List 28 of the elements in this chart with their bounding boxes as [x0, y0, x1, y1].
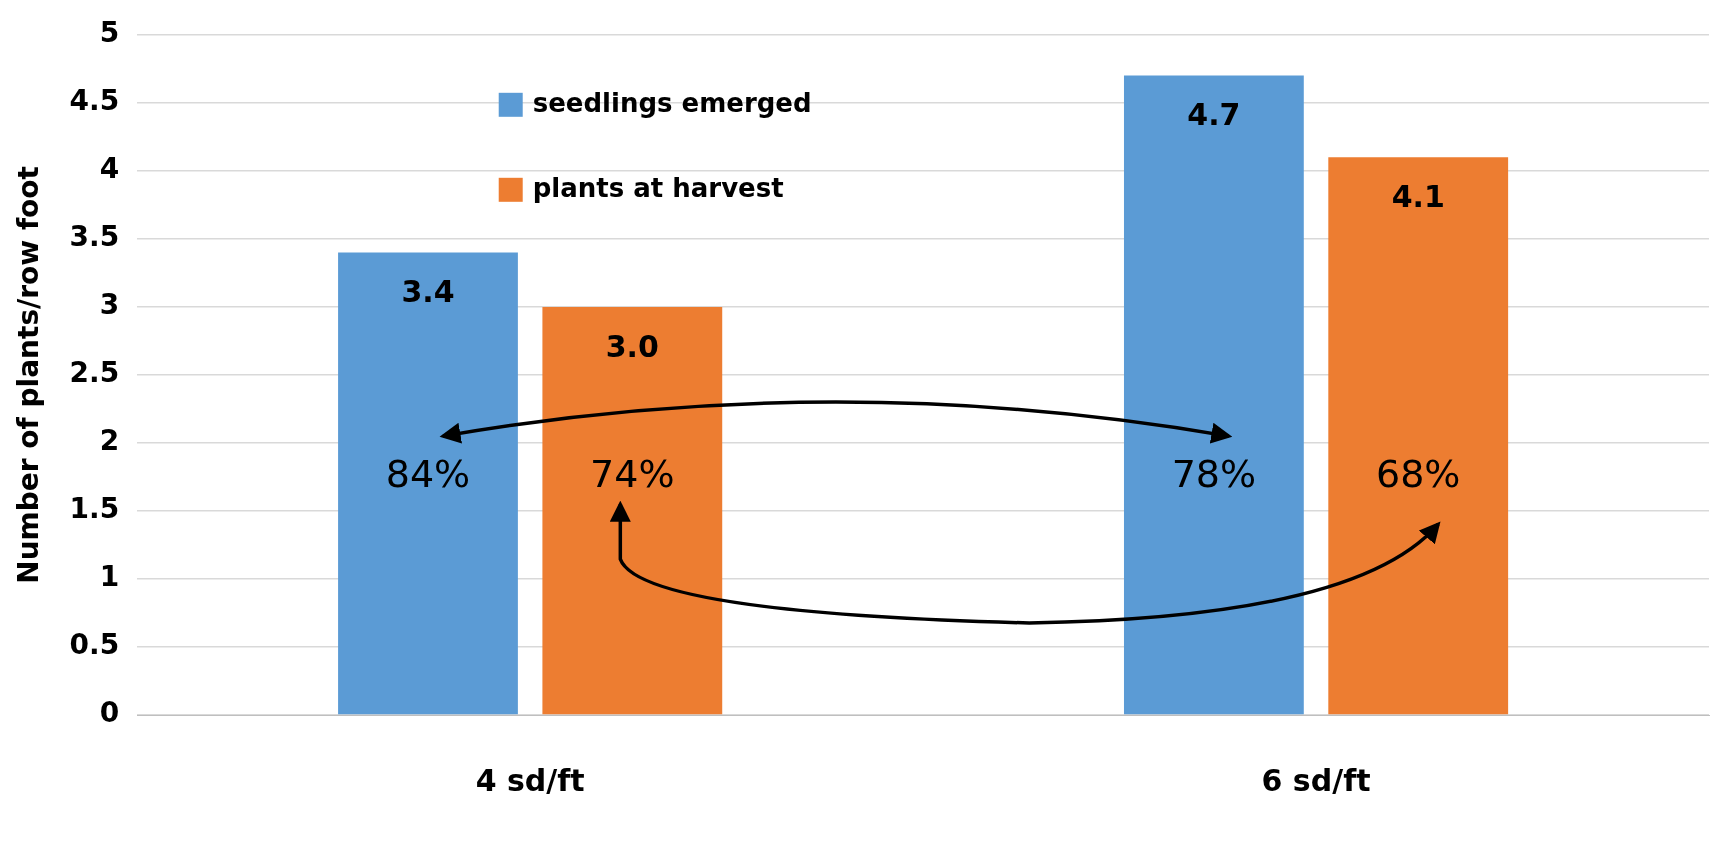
legend-label: seedlings emerged [532, 87, 812, 118]
annotation: 84% [385, 451, 471, 496]
y-tick-label: 0.5 [69, 628, 120, 662]
y-tick-label: 5 [99, 16, 120, 50]
data-label: 4.7 [1187, 97, 1241, 133]
y-tick-label: 2.5 [69, 356, 120, 390]
bar [1328, 157, 1509, 715]
bar [1123, 75, 1304, 715]
y-tick-label: 3 [99, 288, 120, 322]
data-label: 3.4 [401, 274, 455, 310]
data-label: 4.1 [1391, 179, 1445, 215]
y-tick-label: 0 [99, 696, 120, 730]
y-tick-label: 2 [99, 424, 120, 458]
annotation: 78% [1171, 451, 1257, 496]
data-label: 3.0 [605, 328, 659, 364]
x-tick-label: 4 sd/ft [475, 762, 585, 798]
y-axis-title: Number of plants/row foot [12, 166, 46, 584]
y-tick-label: 3.5 [69, 220, 120, 254]
bar [338, 252, 518, 715]
y-tick-label: 1.5 [69, 492, 120, 526]
annotation: 74% [590, 451, 675, 496]
y-tick-label: 4.5 [69, 84, 120, 118]
bar [542, 306, 723, 715]
y-tick-label: 4 [99, 152, 120, 186]
annotation: 68% [1375, 451, 1461, 496]
legend-label: plants at harvest [532, 172, 784, 203]
y-tick-label: 1 [99, 560, 120, 594]
x-tick-label: 6 sd/ft [1261, 762, 1371, 798]
